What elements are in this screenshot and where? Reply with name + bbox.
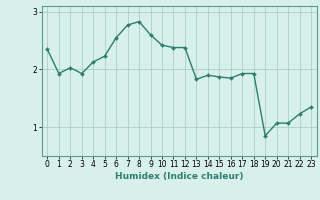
X-axis label: Humidex (Indice chaleur): Humidex (Indice chaleur) (115, 172, 244, 181)
